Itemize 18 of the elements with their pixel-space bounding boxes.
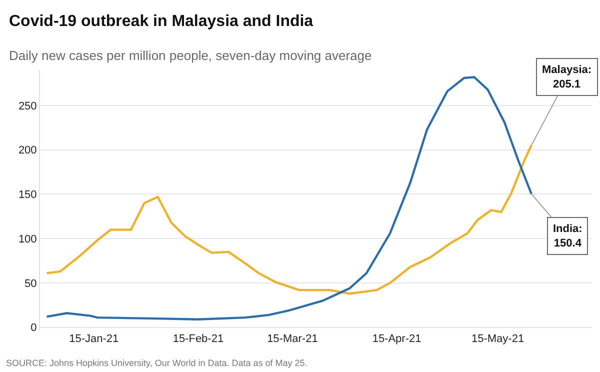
x-tick-label: 15-Mar-21: [267, 333, 318, 345]
x-tick-label: 15-Feb-21: [172, 333, 224, 345]
y-tick-label: 100: [18, 233, 37, 246]
y-tick-label: 250: [18, 100, 37, 112]
y-tick-label: 200: [18, 144, 37, 157]
x-tick-label: 15-Jan-21: [69, 333, 119, 345]
annotation: India: 150.4: [553, 223, 582, 250]
x-tick-label: 15-May-21: [471, 333, 524, 345]
y-tick-label: 150: [18, 189, 37, 202]
x-tick-label: 15-Apr-21: [372, 333, 422, 345]
y-tick-label: 0: [30, 322, 37, 334]
annotation: Malaysia: 205.1: [542, 64, 592, 90]
line-series: [46, 144, 533, 295]
line-series: [46, 76, 533, 320]
source-note: SOURCE: Johns Hopkins University, Our World in Data. Data as of May 25.: [6, 358, 308, 368]
chart-title: Covid-19 outbreak in Malaysia and India: [9, 13, 314, 30]
chart-subtitle: Daily new cases per million people, seven-day moving average: [9, 48, 372, 63]
y-tick-label: 50: [24, 278, 37, 290]
